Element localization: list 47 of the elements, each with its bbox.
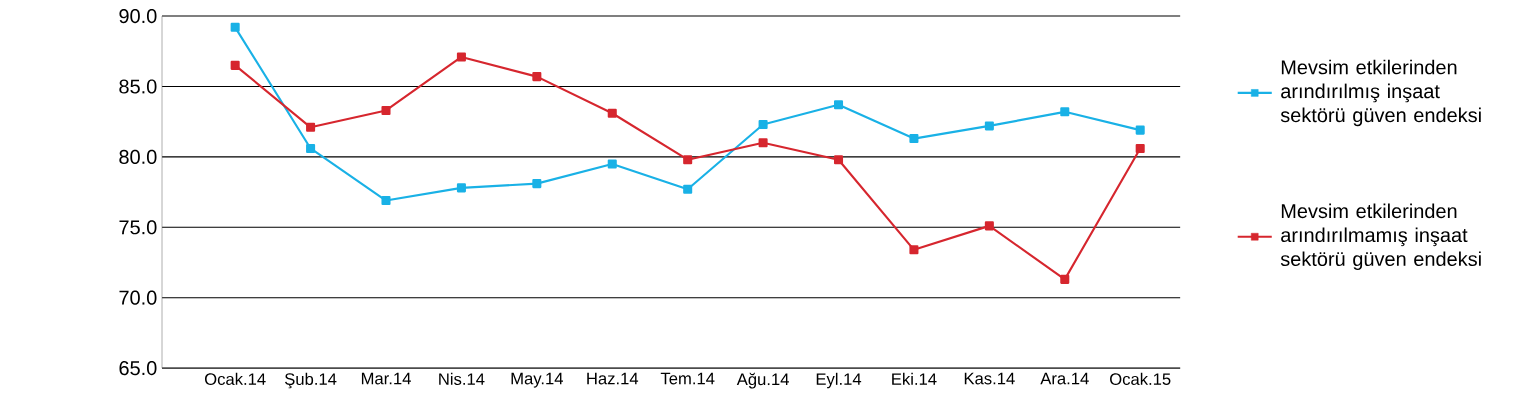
point — [1060, 274, 1070, 284]
x-tick-label: Ocak.15 — [1110, 372, 1171, 385]
x-tick-label: Eki.14 — [892, 372, 937, 385]
x-tick-label: Şub.14 — [284, 372, 337, 389]
point — [833, 100, 844, 110]
point — [607, 108, 617, 118]
point — [532, 72, 542, 82]
point — [984, 121, 994, 131]
legend-label: Mevsim etkilerinden arındırılmamış inşaat sektörü güven endeksi — [1280, 203, 1481, 270]
x-tick-label: Ağu.14 — [736, 372, 789, 389]
point — [607, 159, 617, 169]
point — [532, 179, 542, 189]
point — [381, 105, 391, 115]
point — [456, 183, 466, 193]
x-tick-label: Eyl.14 — [816, 372, 862, 389]
point — [306, 122, 316, 132]
x-tick-label: May.14 — [511, 372, 563, 388]
point — [683, 155, 693, 165]
point — [456, 52, 466, 62]
point — [230, 22, 240, 32]
x-tick-label: Mar.14 — [361, 372, 411, 385]
y-tick-label: 75.0 — [119, 220, 157, 235]
x-tick-label: Haz.14 — [587, 372, 639, 385]
point — [306, 143, 316, 153]
point — [758, 119, 768, 129]
point — [683, 184, 693, 194]
y-tick-label: 70.0 — [119, 290, 157, 305]
x-tick-label: Ocak.14 — [204, 372, 266, 385]
y-tick-label: 65.0 — [119, 360, 157, 376]
y-tick-label: 85.0 — [119, 79, 157, 94]
point — [1135, 125, 1145, 135]
point — [1060, 107, 1070, 117]
x-tick-label: Ara.14 — [1040, 372, 1089, 385]
point — [984, 221, 994, 231]
x-tick-label: Tem.14 — [660, 372, 715, 385]
point — [230, 60, 240, 70]
point — [1135, 143, 1145, 153]
x-tick-label: Nis.14 — [439, 372, 485, 385]
point — [381, 195, 391, 206]
point — [758, 138, 768, 148]
point — [909, 245, 919, 255]
y-tick-label: 90.0 — [119, 8, 157, 24]
point — [833, 155, 844, 165]
x-tick-label: Kas.14 — [964, 372, 1015, 385]
point — [909, 134, 919, 144]
legend-label: Mevsim etkilerinden arındırılmış inşaat sektörü güven endeksi — [1280, 59, 1481, 127]
y-tick-label: 80.0 — [119, 149, 157, 164]
